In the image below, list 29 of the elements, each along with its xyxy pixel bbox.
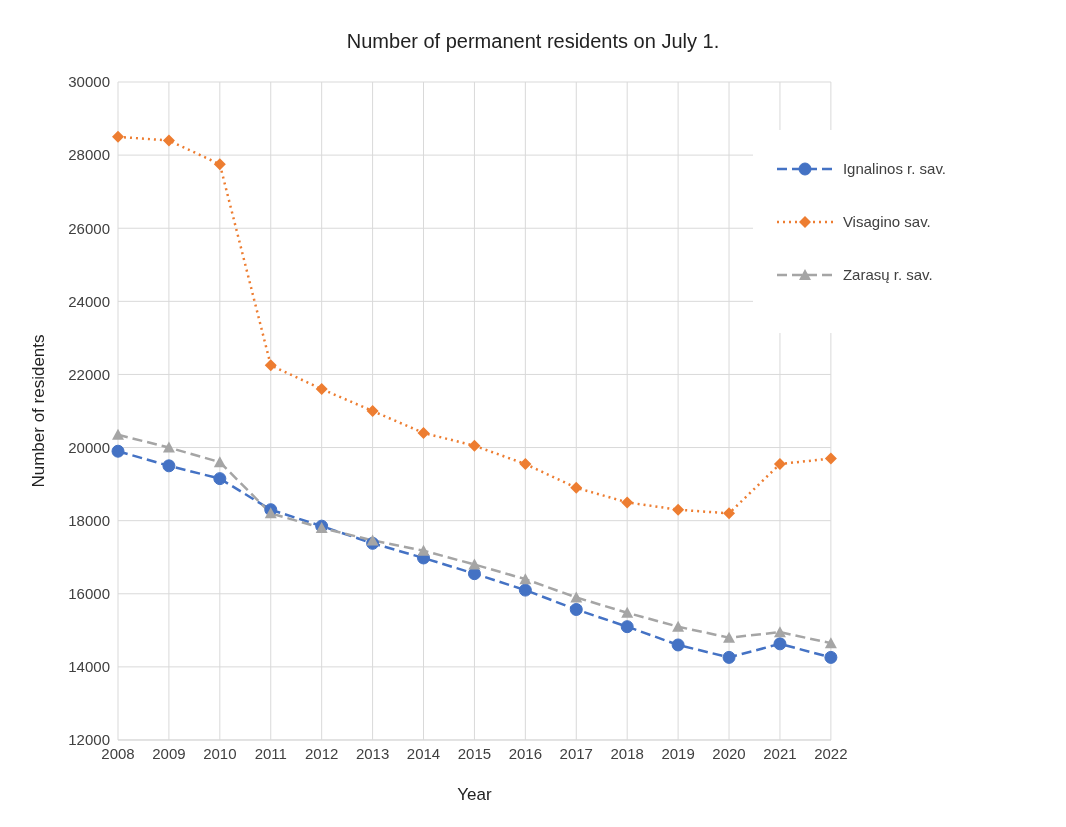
chart-title: Number of permanent residents on July 1. <box>345 29 721 54</box>
x-tick-label: 2012 <box>304 744 339 762</box>
y-tick-label: 26000 <box>68 219 110 237</box>
legend-label: Zarasų r. sav. <box>842 266 933 283</box>
x-tick-label: 2013 <box>355 744 390 762</box>
y-tick-label: 28000 <box>68 146 110 164</box>
x-tick-label: 2011 <box>254 744 287 762</box>
x-tick-label: 2019 <box>661 744 695 762</box>
x-tick-label: 2009 <box>152 744 186 762</box>
y-tick-label: 18000 <box>68 511 110 529</box>
y-axis-title: Number of residents <box>29 334 49 488</box>
x-tick-label: 2015 <box>457 744 492 762</box>
x-tick-label: 2014 <box>406 744 441 762</box>
x-tick-label: 2017 <box>559 744 593 762</box>
legend-label: Visagino sav. <box>842 213 931 230</box>
x-tick-label: 2016 <box>508 744 543 762</box>
x-tick-label: 2018 <box>610 744 644 762</box>
x-tick-label: 2022 <box>814 744 848 762</box>
x-tick-label: 2020 <box>712 744 746 762</box>
x-tick-label: 2021 <box>763 744 797 762</box>
x-tick-label: 2010 <box>203 744 237 762</box>
y-tick-label: 24000 <box>68 292 110 310</box>
y-tick-label: 30000 <box>68 73 110 91</box>
y-tick-label: 16000 <box>68 585 110 603</box>
y-tick-label: 14000 <box>68 658 110 676</box>
legend-label: Ignalinos r. sav. <box>842 160 946 177</box>
y-tick-label: 22000 <box>68 365 110 383</box>
y-tick-label: 20000 <box>68 438 110 456</box>
x-axis-title: Year <box>457 785 492 804</box>
